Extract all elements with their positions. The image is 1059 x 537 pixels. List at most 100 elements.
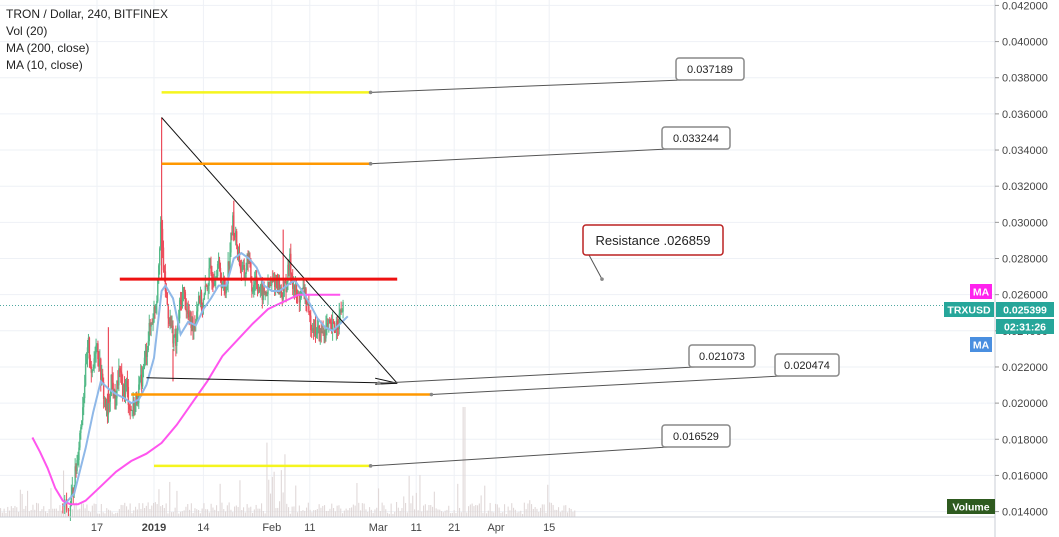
candle-body <box>103 397 106 400</box>
price-tick-label: 0.026000 <box>1002 290 1048 302</box>
candle-body <box>174 333 176 337</box>
volume-bar <box>574 510 576 517</box>
volume-bar <box>496 504 498 517</box>
volume-bar <box>239 480 241 517</box>
candle-body <box>234 235 236 238</box>
volume-bar <box>192 512 194 517</box>
volume-bar <box>234 506 236 517</box>
candle-body <box>227 261 229 284</box>
candle-body <box>199 292 202 304</box>
volume-bar <box>244 512 246 517</box>
candle-body <box>232 215 234 235</box>
volume-bar <box>462 407 464 517</box>
candle-body <box>264 291 266 294</box>
volume-bar <box>392 513 394 517</box>
candle-body <box>139 377 141 385</box>
candle-body <box>178 300 181 319</box>
candle-body <box>97 343 99 360</box>
candle-body <box>263 287 265 294</box>
candle-body <box>278 280 281 294</box>
volume-bar <box>450 513 452 517</box>
volume-bar <box>1 512 3 517</box>
volume-bar <box>230 509 232 517</box>
candle-body <box>237 251 240 256</box>
volume-bar <box>145 505 147 517</box>
volume-bar <box>399 510 401 517</box>
candle-body <box>155 304 157 310</box>
candle-body <box>91 369 93 373</box>
volume-bar <box>316 509 318 517</box>
volume-bar <box>127 509 129 517</box>
volume-bar <box>81 502 83 517</box>
candle-body <box>114 389 116 410</box>
candle-body <box>311 327 314 331</box>
candle-body <box>187 310 189 315</box>
volume-bar <box>426 510 428 517</box>
candle-body <box>331 321 334 333</box>
volume-bar <box>446 509 448 517</box>
volume-bar <box>376 507 378 517</box>
volume-bar <box>214 509 216 517</box>
ma10-indicator-label[interactable]: MA (10, close) <box>6 58 83 72</box>
volume-bar <box>415 492 417 517</box>
volume-bar <box>387 512 389 517</box>
candle-body <box>338 313 340 329</box>
volume-bar <box>523 502 525 517</box>
candle-body <box>152 322 154 325</box>
volume-bar <box>216 505 218 517</box>
volume-bar <box>14 505 16 517</box>
volume-bar <box>178 513 180 517</box>
candle-body <box>141 367 144 387</box>
volume-bar <box>72 509 74 517</box>
price-tick-label: 0.032000 <box>1002 181 1048 193</box>
candle-body <box>235 231 237 238</box>
candle-body <box>79 433 81 448</box>
tag-bg <box>970 284 992 299</box>
candle-body <box>111 374 113 383</box>
volume-bar <box>342 513 344 517</box>
candle-body <box>202 299 205 311</box>
volume-bar <box>66 506 68 517</box>
candle-body <box>218 260 221 268</box>
volume-bar <box>165 503 167 517</box>
volume-bar <box>181 511 183 517</box>
candle-body <box>290 253 292 275</box>
callout-box <box>661 126 731 150</box>
candle-body <box>166 292 168 305</box>
volume-bar <box>439 509 441 517</box>
candle-body <box>121 384 124 399</box>
candle-body <box>169 316 171 324</box>
volume-bar <box>311 512 313 517</box>
volume-bar <box>41 509 43 517</box>
time-tick-label: Feb <box>262 522 281 534</box>
candle-body <box>222 279 225 285</box>
volume-bar <box>327 510 329 517</box>
candle-body <box>162 247 165 271</box>
candle-body <box>294 285 297 292</box>
candle-body <box>177 320 179 334</box>
volume-bar <box>421 511 423 517</box>
volume-bar <box>149 509 151 517</box>
price-tick-label: 0.018000 <box>1002 434 1048 446</box>
tag-text: MA <box>973 287 990 299</box>
volume-bar <box>423 505 425 517</box>
candle-body <box>322 331 324 334</box>
tag-text: 0.025399 <box>1003 305 1047 317</box>
tag-text: 02:31:26 <box>1004 322 1046 334</box>
ma200-indicator-label[interactable]: MA (200, close) <box>6 41 90 55</box>
volume-bar <box>122 505 124 517</box>
candle-body <box>283 281 285 297</box>
volume-bar <box>219 483 221 517</box>
volume-bar <box>385 509 387 517</box>
volume-indicator-label[interactable]: Vol (20) <box>6 24 48 38</box>
candle-body <box>109 396 111 402</box>
candle-body <box>298 293 301 303</box>
candle-body <box>320 328 322 334</box>
volume-bar <box>505 513 507 517</box>
price-axis: 0.042000 0.040000 0.038000 0.036000 0.034000… <box>994 0 1048 537</box>
volume-bar <box>88 510 90 517</box>
countdown-tag: 02:31:26 <box>996 319 1054 334</box>
volume-bar <box>428 504 430 517</box>
